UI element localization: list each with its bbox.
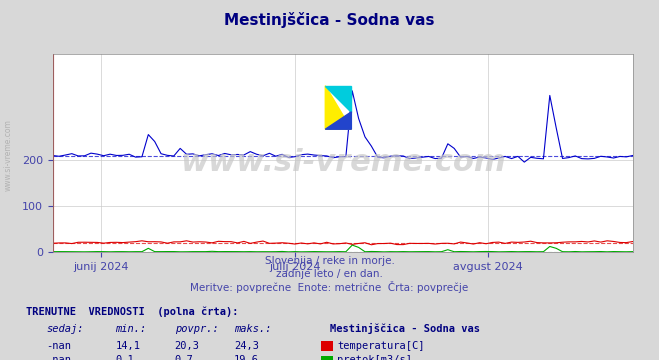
Polygon shape [326, 86, 351, 112]
Polygon shape [326, 86, 351, 129]
Text: 20,3: 20,3 [175, 341, 200, 351]
Polygon shape [326, 112, 351, 129]
Text: -nan: -nan [46, 341, 71, 351]
Text: Slovenija / reke in morje.: Slovenija / reke in morje. [264, 256, 395, 266]
Text: povpr.:: povpr.: [175, 324, 218, 334]
Text: pretok[m3/s]: pretok[m3/s] [337, 355, 413, 360]
Bar [321, 341, 333, 351]
Text: -nan: -nan [46, 355, 71, 360]
Text: Meritve: povprečne  Enote: metrične  Črta: povprečje: Meritve: povprečne Enote: metrične Črta:… [190, 281, 469, 293]
Text: 24,3: 24,3 [234, 341, 259, 351]
Text: Mestinjščica - Sodna vas: Mestinjščica - Sodna vas [224, 12, 435, 28]
Text: www.si-vreme.com: www.si-vreme.com [180, 148, 505, 177]
Bar [321, 356, 333, 360]
Text: 0,7: 0,7 [175, 355, 193, 360]
Text: maks.:: maks.: [234, 324, 272, 334]
Text: www.si-vreme.com: www.si-vreme.com [3, 119, 13, 191]
Text: 19,6: 19,6 [234, 355, 259, 360]
Text: TRENUTNE  VREDNOSTI  (polna črta):: TRENUTNE VREDNOSTI (polna črta): [26, 306, 239, 317]
Text: 0,1: 0,1 [115, 355, 134, 360]
Text: sedaj:: sedaj: [46, 324, 84, 334]
Text: zadnje leto / en dan.: zadnje leto / en dan. [276, 269, 383, 279]
Text: Mestinjščica - Sodna vas: Mestinjščica - Sodna vas [330, 323, 480, 334]
Text: 14,1: 14,1 [115, 341, 140, 351]
Text: temperatura[C]: temperatura[C] [337, 341, 425, 351]
Text: min.:: min.: [115, 324, 146, 334]
